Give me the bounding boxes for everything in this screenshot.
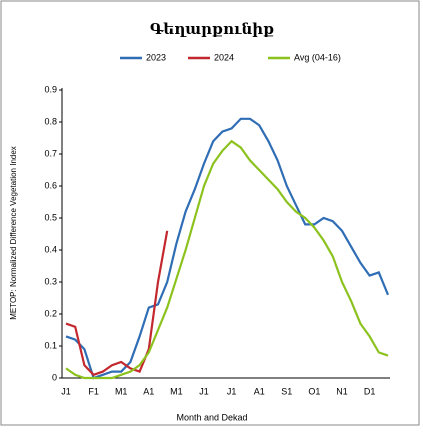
series-line (65, 117, 390, 380)
x-axis-label: Month and Dekad (176, 412, 247, 422)
frame (0, 0, 420, 426)
y-tick-label: 0.2 (44, 308, 57, 318)
x-tick-label: A1 (143, 386, 154, 396)
y-axis-label: METOP: Normalized Difference Vegetation … (9, 146, 18, 320)
y-tick-label: 0.4 (44, 244, 57, 254)
y-tick-label: 0.3 (44, 276, 57, 286)
legend-label: Avg (04-16) (294, 52, 341, 62)
x-tick-label: D1 (364, 386, 376, 396)
x-tick-label: N1 (336, 386, 348, 396)
chart-title: Գեղարքունիք (150, 20, 274, 38)
legend-label: 2024 (214, 52, 234, 62)
y-tick-label: 0.5 (44, 212, 57, 222)
x-tick-label: J1 (61, 386, 71, 396)
y-tick-label: 0.1 (44, 340, 57, 350)
x-tick-label: F1 (88, 386, 99, 396)
y-tick-label: 0 (52, 372, 57, 382)
y-tick-label: 0.8 (44, 116, 57, 126)
x-tick-label: A1 (254, 386, 265, 396)
x-tick-label: J1 (199, 386, 209, 396)
y-tick-label: 0.6 (44, 180, 57, 190)
x-tick-label: M1 (170, 386, 183, 396)
x-tick-label: J1 (227, 386, 237, 396)
y-tick-label: 0.9 (44, 84, 57, 94)
series-line (65, 139, 389, 380)
x-tick-label: S1 (281, 386, 292, 396)
series-line (65, 230, 169, 377)
x-tick-label: M1 (115, 386, 128, 396)
x-tick-label: O1 (308, 386, 320, 396)
y-tick-label: 0.7 (44, 148, 57, 158)
legend-label: 2023 (146, 52, 166, 62)
